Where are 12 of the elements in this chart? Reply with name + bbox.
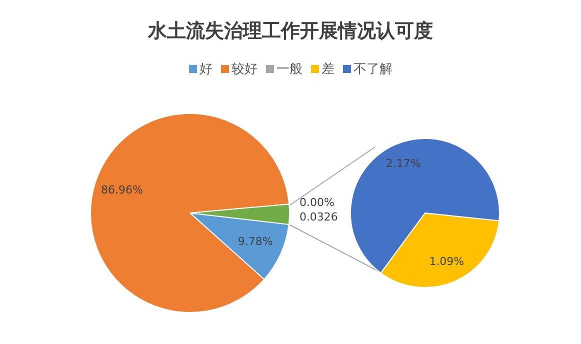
data-label: 9.78% (238, 235, 273, 248)
data-label: 86.96% (101, 183, 143, 196)
chart-title: 水土流失治理工作开展情况认可度 (146, 19, 434, 44)
data-label: 0.0326 (299, 210, 338, 224)
data-label: 1.09% (429, 254, 464, 268)
legend-label: 差 (322, 61, 334, 78)
text: 0.00% (300, 196, 334, 209)
legend-label: 不了解 (354, 61, 392, 78)
legend-label: 好 (200, 61, 212, 78)
data-label: 2.17% (386, 156, 421, 170)
legend-label: 一般 (276, 61, 302, 78)
legend-label: 较好 (232, 61, 258, 78)
